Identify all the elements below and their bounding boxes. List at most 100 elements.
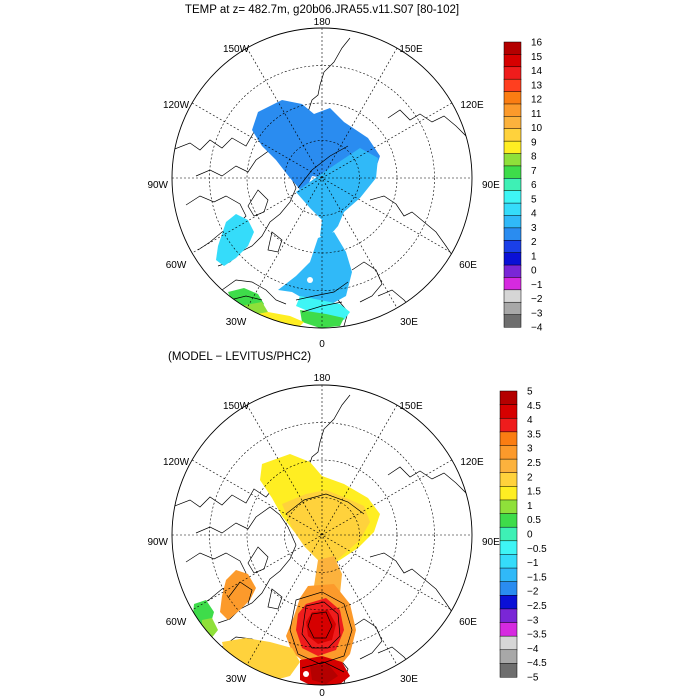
top-lon-30e: 30E [400,317,418,328]
top-lon-60w: 60W [166,260,187,271]
top-colorbar-label: 11 [531,109,542,120]
bottom-colorbar-label: −0.5 [527,544,547,555]
bottom-lon-120e: 120E [460,457,484,468]
bottom-colorbar-swatch [499,608,518,624]
bottom-colorbar-swatch [499,581,518,596]
bottom-lon-180: 180 [314,373,331,384]
top-grid [172,28,472,328]
top-field-hole [307,277,313,283]
top-colorbar-label: 7 [531,166,537,177]
bottom-field-hole [303,671,309,677]
top-lon-150e: 150E [399,44,423,55]
top-map [172,28,472,328]
top-lon-180: 180 [314,17,331,28]
bottom-colorbar-swatch [499,622,518,637]
top-lon-30w: 30W [226,317,247,328]
top-map-border [171,27,473,329]
top-colorbar-swatch [503,202,522,217]
top-colorbar-label: 0 [531,266,537,277]
bottom-colorbar-swatch [499,595,518,610]
bottom-field-south-core [310,664,338,684]
bottom-colorbar-label: 1.5 [527,487,541,498]
top-field-4to5-baffin [216,214,254,266]
top-colorbar-label: 15 [531,52,543,63]
bottom-lon-150e: 150E [399,401,423,412]
top-lon-90e: 90E [482,180,500,191]
bottom-colorbar-swatch [499,663,518,678]
top-colorbar-swatch [503,289,522,303]
top-colorbar-label: 6 [531,180,537,191]
bottom-colorbar-swatch [499,431,518,447]
bottom-colorbar-swatch [499,486,518,501]
top-colorbar-swatch [503,190,522,204]
bottom-map [172,385,472,685]
bottom-colorbar-label: −2.5 [527,601,547,612]
bottom-lon-60w: 60W [166,617,187,628]
bottom-colorbar-swatch [499,635,518,651]
top-field-3to4-nordic [278,232,352,306]
bottom-colorbar-swatch [499,499,518,515]
top-colorbar-swatch [503,103,522,117]
bottom-colorbar-label: 5 [527,387,533,398]
top-colorbar-label: −4 [531,323,543,334]
top-colorbar-label: 5 [531,194,537,205]
top-colorbar-label: 14 [531,66,543,77]
top-lon-90w: 90W [147,180,168,191]
bottom-colorbar-label: 4.5 [527,401,541,412]
top-colorbar-swatch [503,153,522,167]
top-colorbar-label: 3 [531,223,537,234]
bottom-colorbar: 5 4.5 4 3.5 3 2.5 2 1.5 1 0.5 0 −0.5 −1 −1.5 −2 −2.5 −3 −… [499,387,547,684]
top-colorbar-label: 9 [531,137,537,148]
bottom-lon-30w: 30W [226,674,247,685]
top-colorbar-label: 13 [531,80,543,91]
top-colorbar-label: −1 [531,280,543,291]
bottom-colorbar-label: −1.5 [527,572,547,583]
bottom-colorbar-swatch [499,540,518,555]
bottom-colorbar-swatch [499,417,518,433]
top-colorbar-swatch [503,41,522,55]
bottom-colorbar-label: −2 [527,587,539,598]
top-colorbar-swatch [503,264,522,278]
top-lon-labels: 180 150W 150E 120W 120E 90W 90E 60W 60E … [147,17,500,350]
bottom-field [192,454,380,685]
bottom-colorbar-label: 3 [527,444,533,455]
top-lon-150w: 150W [223,44,250,55]
top-colorbar-swatch [503,66,522,80]
bottom-colorbar-label: −1 [527,558,539,569]
top-colorbar-swatch [503,54,522,68]
top-field-7to8-east [300,310,344,328]
top-title: TEMP at z= 482.7m, g20b06.JRA55.v11.S07 … [185,4,459,16]
bottom-colorbar-label: −4 [527,644,539,655]
top-colorbar-swatch [503,140,522,155]
top-colorbar-label: 1 [531,251,537,262]
bottom-colorbar-label: 0.5 [527,515,541,526]
top-field [216,100,380,328]
top-colorbar-label: 16 [531,38,543,49]
bottom-lon-120w: 120W [163,457,190,468]
bottom-colorbar-swatch [499,513,518,528]
top-colorbar-swatch [503,301,522,316]
top-colorbar-swatch [503,240,522,254]
bottom-colorbar-label: 2 [527,472,533,483]
bottom-title: (MODEL − LEVITUS/PHC2) [168,351,311,363]
bottom-lon-150w: 150W [223,401,250,412]
top-field-9to10 [246,312,304,328]
top-lon-60e: 60E [459,260,477,271]
bottom-colorbar-label: 0 [527,530,533,541]
bottom-colorbar-swatch [499,472,518,487]
top-colorbar-swatch [503,314,522,328]
bottom-lon-0: 0 [319,688,325,699]
top-colorbar-swatch [503,116,522,130]
bottom-grid [172,385,472,685]
bottom-colorbar-label: 2.5 [527,458,541,469]
top-lon-0: 0 [319,339,325,350]
top-colorbar-label: 4 [531,209,537,220]
bottom-lon-90w: 90W [147,537,168,548]
top-lon-120w: 120W [163,100,190,111]
top-colorbar-swatch [503,227,522,241]
bottom-map-border [171,384,473,686]
bottom-colorbar-label: 4 [527,415,533,426]
bottom-colorbar-swatch [499,458,518,474]
